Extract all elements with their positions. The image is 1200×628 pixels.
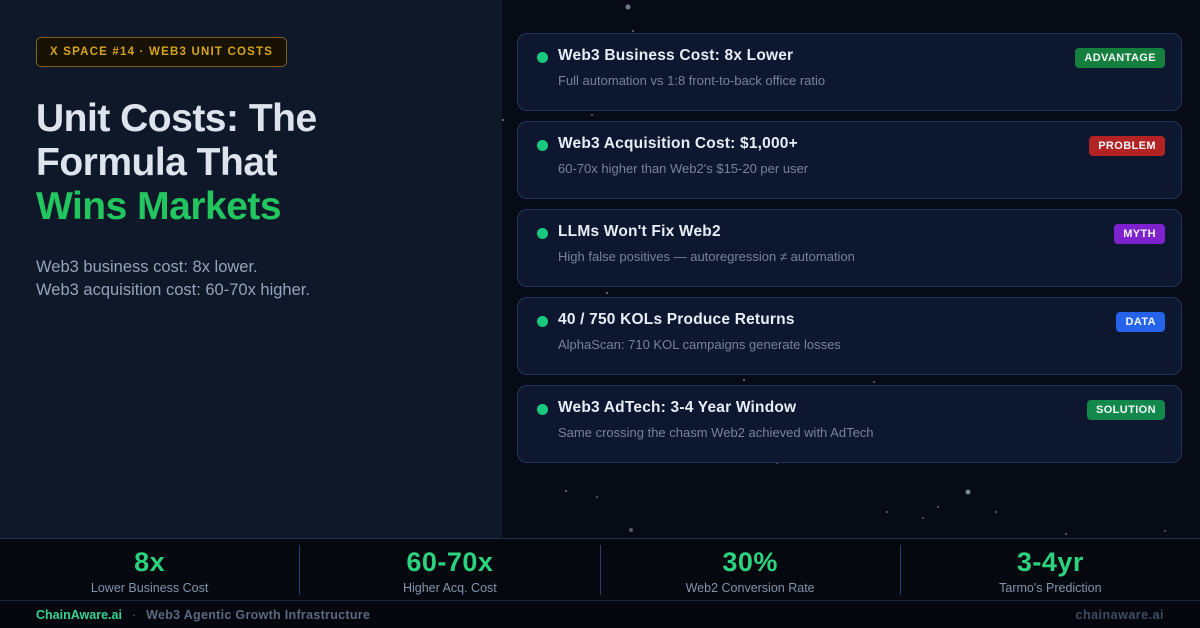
card-badge-2: MYTH bbox=[1114, 224, 1165, 244]
stat-value: 3-4yr bbox=[1016, 546, 1084, 577]
card-subtitle: Same crossing the chasm Web2 achieved wi… bbox=[558, 425, 874, 440]
stat-label: Lower Business Cost bbox=[90, 580, 209, 595]
left-panel: X SPACE #14 · WEB3 UNIT COSTS Unit Costs… bbox=[0, 0, 502, 538]
card-llms: LLMs Won't Fix Web2 High false positives… bbox=[517, 209, 1182, 287]
episode-badge: X SPACE #14 · WEB3 UNIT COSTS bbox=[36, 37, 288, 67]
stat-label: Web2 Conversion Rate bbox=[685, 580, 815, 595]
card-title: Web3 AdTech: 3-4 Year Window bbox=[558, 399, 797, 416]
card-text: LLMs Won't Fix Web2 High false positives… bbox=[558, 223, 1114, 264]
intro-line-2: Web3 acquisition cost: 60-70x higher. bbox=[36, 281, 310, 299]
card-badge-1: PROBLEM bbox=[1089, 136, 1165, 156]
card-title: LLMs Won't Fix Web2 bbox=[558, 223, 721, 240]
stat-value: 60-70x bbox=[406, 546, 494, 577]
stat-tarmos-prediction: 3-4yr Tarmo's Prediction bbox=[899, 544, 1200, 595]
card-adtech: Web3 AdTech: 3-4 Year Window Same crossi… bbox=[517, 385, 1182, 463]
cards-list: Web3 Business Cost: 8x Lower Full automa… bbox=[517, 33, 1182, 463]
card-text: Web3 Business Cost: 8x Lower Full automa… bbox=[558, 47, 1075, 88]
card-title: Web3 Acquisition Cost: $1,000+ bbox=[558, 135, 798, 152]
stat-value: 30% bbox=[722, 546, 778, 577]
title-line-1: Unit Costs: The bbox=[36, 97, 317, 140]
stat-label: Tarmo's Prediction bbox=[999, 580, 1102, 595]
title-accent: Wins Markets bbox=[36, 185, 282, 228]
bullet-dot-icon bbox=[537, 316, 548, 327]
bullet-dot-icon bbox=[537, 140, 548, 151]
card-kols: 40 / 750 KOLs Produce Returns AlphaScan:… bbox=[517, 297, 1182, 375]
card-badge-0: ADVANTAGE bbox=[1075, 48, 1165, 68]
card-subtitle: AlphaScan: 710 KOL campaigns generate lo… bbox=[558, 337, 841, 352]
card-acquisition-cost: Web3 Acquisition Cost: $1,000+ 60-70x hi… bbox=[517, 121, 1182, 199]
title-line-2: Formula That bbox=[36, 141, 278, 184]
stat-label: Higher Acq. Cost bbox=[402, 580, 497, 595]
page-title: Unit Costs: The Formula That Wins Market… bbox=[36, 97, 466, 229]
footer-tagline: Web3 Agentic Growth Infrastructure bbox=[146, 607, 371, 622]
bullet-dot-icon bbox=[537, 404, 548, 415]
footer-separator: · bbox=[131, 607, 137, 622]
stat-higher-acq-cost: 60-70x Higher Acq. Cost bbox=[299, 544, 599, 595]
bullet-dot-icon bbox=[537, 228, 548, 239]
card-subtitle: 60-70x higher than Web2's $15-20 per use… bbox=[558, 161, 809, 176]
footer-url: chainaware.ai bbox=[1075, 607, 1164, 622]
stats-bar: 8x Lower Business Cost 60-70x Higher Acq… bbox=[0, 538, 1200, 600]
bullet-dot-icon bbox=[537, 52, 548, 63]
card-title: 40 / 750 KOLs Produce Returns bbox=[558, 311, 795, 328]
card-subtitle: Full automation vs 1:8 front-to-back off… bbox=[558, 73, 826, 88]
footer: ChainAware.ai · Web3 Agentic Growth Infr… bbox=[0, 600, 1200, 628]
stat-lower-business-cost: 8x Lower Business Cost bbox=[0, 545, 299, 595]
card-text: 40 / 750 KOLs Produce Returns AlphaScan:… bbox=[558, 311, 1116, 352]
card-subtitle: High false positives — autoregression ≠ … bbox=[558, 249, 855, 264]
card-text: Web3 AdTech: 3-4 Year Window Same crossi… bbox=[558, 399, 1087, 440]
card-text: Web3 Acquisition Cost: $1,000+ 60-70x hi… bbox=[558, 135, 1089, 176]
card-title: Web3 Business Cost: 8x Lower bbox=[558, 47, 794, 64]
card-badge-4: SOLUTION bbox=[1086, 400, 1165, 420]
stat-web2-conversion: 30% Web2 Conversion Rate bbox=[599, 544, 900, 595]
brand-name: ChainAware.ai bbox=[36, 607, 122, 622]
intro-line-1: Web3 business cost: 8x lower. bbox=[36, 258, 258, 276]
intro-text: Web3 business cost: 8x lower. Web3 acqui… bbox=[36, 256, 466, 302]
card-business-cost: Web3 Business Cost: 8x Lower Full automa… bbox=[517, 33, 1182, 111]
stat-value: 8x bbox=[134, 546, 166, 577]
card-badge-3: DATA bbox=[1116, 312, 1165, 332]
